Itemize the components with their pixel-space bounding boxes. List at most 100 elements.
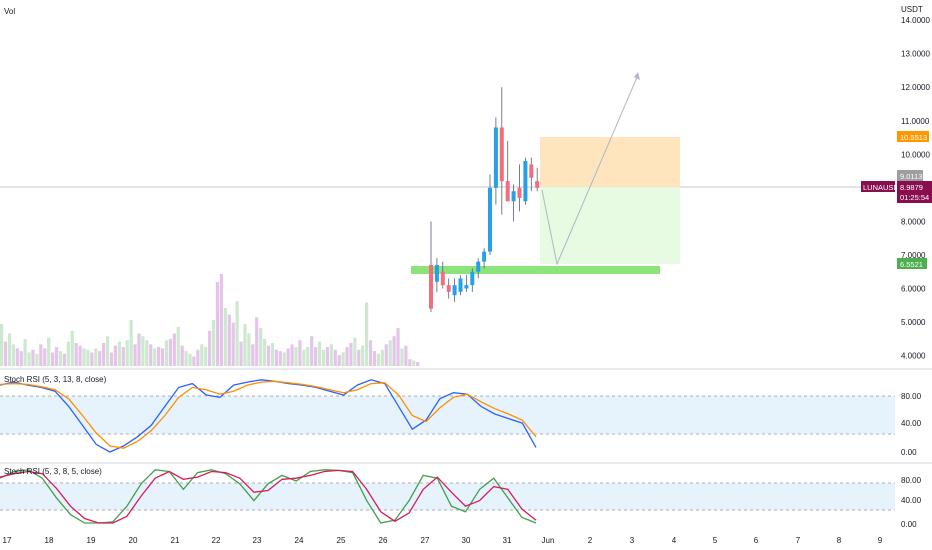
volume-bar	[188, 353, 192, 366]
date-tick-label: Jun	[542, 536, 555, 545]
volume-bar	[349, 343, 353, 366]
osc1-d-line	[0, 380, 537, 449]
volume-bar	[361, 345, 365, 366]
volume-bar	[274, 349, 278, 366]
date-tick-label: 8	[837, 536, 842, 545]
volume-bar	[286, 348, 290, 366]
osc1-tick-label: 40.00	[901, 419, 922, 428]
volume-bar	[247, 333, 251, 366]
price-tick-label: 6.0000	[901, 284, 926, 293]
stoch-rsi-pane-1[interactable]: Stoch RSI (5, 3, 13, 8, close)	[0, 375, 895, 453]
volume-bar	[251, 344, 255, 366]
price-tick-label: 11.0000	[901, 117, 930, 126]
volume-bar	[200, 344, 204, 366]
date-tick-label: 30	[462, 536, 471, 545]
volume-bar	[145, 340, 149, 366]
price-tick-label: 5.0000	[901, 318, 926, 327]
volume-bar	[223, 307, 227, 366]
target-zone[interactable]	[540, 137, 680, 187]
arrow-head-icon	[634, 72, 640, 80]
volume-bar	[404, 345, 408, 366]
candle-body	[505, 181, 510, 202]
volume-bar	[341, 352, 345, 366]
date-tick-label: 21	[171, 536, 180, 545]
candle-body	[440, 271, 445, 286]
volume-bar	[396, 328, 400, 366]
volume-bar	[105, 336, 110, 366]
volume-bar	[0, 324, 4, 366]
vol-label[interactable]: Vol	[4, 7, 15, 16]
projection-path[interactable]	[541, 74, 639, 266]
price-axis[interactable]: 14.000013.000012.000011.000010.00009.000…	[901, 16, 930, 360]
svg-text:6.5521: 6.5521	[900, 260, 923, 269]
price-tick-label: 12.0000	[901, 83, 930, 92]
volume-bar	[306, 347, 310, 366]
volume-bar	[157, 347, 161, 366]
volume-bar	[412, 360, 416, 366]
volume-bar	[35, 353, 39, 366]
volume-bar	[298, 340, 302, 366]
volume-bar	[70, 330, 74, 366]
volume-bar	[408, 359, 412, 366]
price-pane[interactable]	[0, 72, 895, 366]
support-zone[interactable]	[411, 266, 660, 274]
candle-body	[434, 265, 439, 282]
osc1-k-line	[0, 379, 537, 453]
volume-bar	[310, 336, 314, 366]
date-tick-label: 26	[379, 536, 388, 545]
stop-price-tag: 6.5521	[897, 258, 927, 269]
candle-body	[523, 161, 528, 202]
volume-bar	[47, 337, 51, 366]
volume-bar	[3, 341, 8, 366]
volume-bar	[227, 314, 231, 366]
candle-body	[458, 278, 463, 292]
svg-text:01:25:54: 01:25:54	[900, 193, 929, 202]
volume-bar	[137, 333, 141, 366]
candles	[429, 87, 540, 312]
volume-bar	[262, 338, 267, 366]
candle-body	[535, 181, 540, 188]
osc1-tick-label: 0.00	[901, 448, 917, 457]
volume-bar	[168, 338, 172, 366]
volume-bar	[27, 352, 31, 366]
volume-bar	[43, 348, 47, 366]
date-tick-label: 17	[3, 536, 12, 545]
volume-bar	[74, 343, 78, 366]
volume-bar	[94, 348, 98, 366]
osc2-label[interactable]: Stoch RSI (5, 3, 8, 5, close)	[4, 467, 102, 476]
candle-body	[511, 191, 516, 202]
volume-bar	[172, 333, 176, 366]
svg-text:9.0113: 9.0113	[900, 172, 922, 181]
volume-bar	[160, 348, 165, 366]
candle-body	[499, 127, 504, 182]
volume-bar	[153, 348, 157, 366]
osc1-label[interactable]: Stoch RSI (5, 3, 13, 8, close)	[4, 375, 107, 384]
osc2-d-line	[0, 469, 537, 524]
svg-text:10.5513: 10.5513	[900, 133, 927, 142]
volume-bar	[39, 344, 43, 366]
price-tick-label: 7.0000	[901, 251, 926, 260]
stop-zone[interactable]	[540, 187, 680, 264]
volume-bar	[192, 356, 196, 366]
date-tick-label: 24	[295, 536, 304, 545]
date-axis[interactable]: 17 18 19 20 21 22 23 24 25 26 27 30 31 Jun 2 3 4 5 6 7 8 9	[3, 536, 883, 545]
osc2-tick-label: 80.00	[901, 476, 922, 485]
last-price-tag: 9.0113	[897, 170, 923, 181]
candle-body	[470, 271, 475, 286]
candle-body	[446, 285, 451, 292]
volume-bar	[196, 349, 200, 366]
volume-bar	[365, 302, 369, 366]
volume-bar	[66, 341, 70, 366]
stoch-rsi-pane-2[interactable]: Stoch RSI (5, 3, 8, 5, close)	[0, 467, 895, 524]
volume-bar	[113, 345, 118, 366]
volume-bar	[129, 320, 133, 366]
candle-body	[488, 187, 492, 252]
volume-bar	[215, 282, 220, 366]
volume-bar	[329, 344, 333, 366]
osc1-tick-label: 80.00	[901, 392, 922, 401]
date-tick-label: 31	[503, 536, 512, 545]
volume-bar	[82, 348, 86, 366]
volume-bar	[184, 351, 188, 366]
volume-bars	[0, 274, 420, 366]
